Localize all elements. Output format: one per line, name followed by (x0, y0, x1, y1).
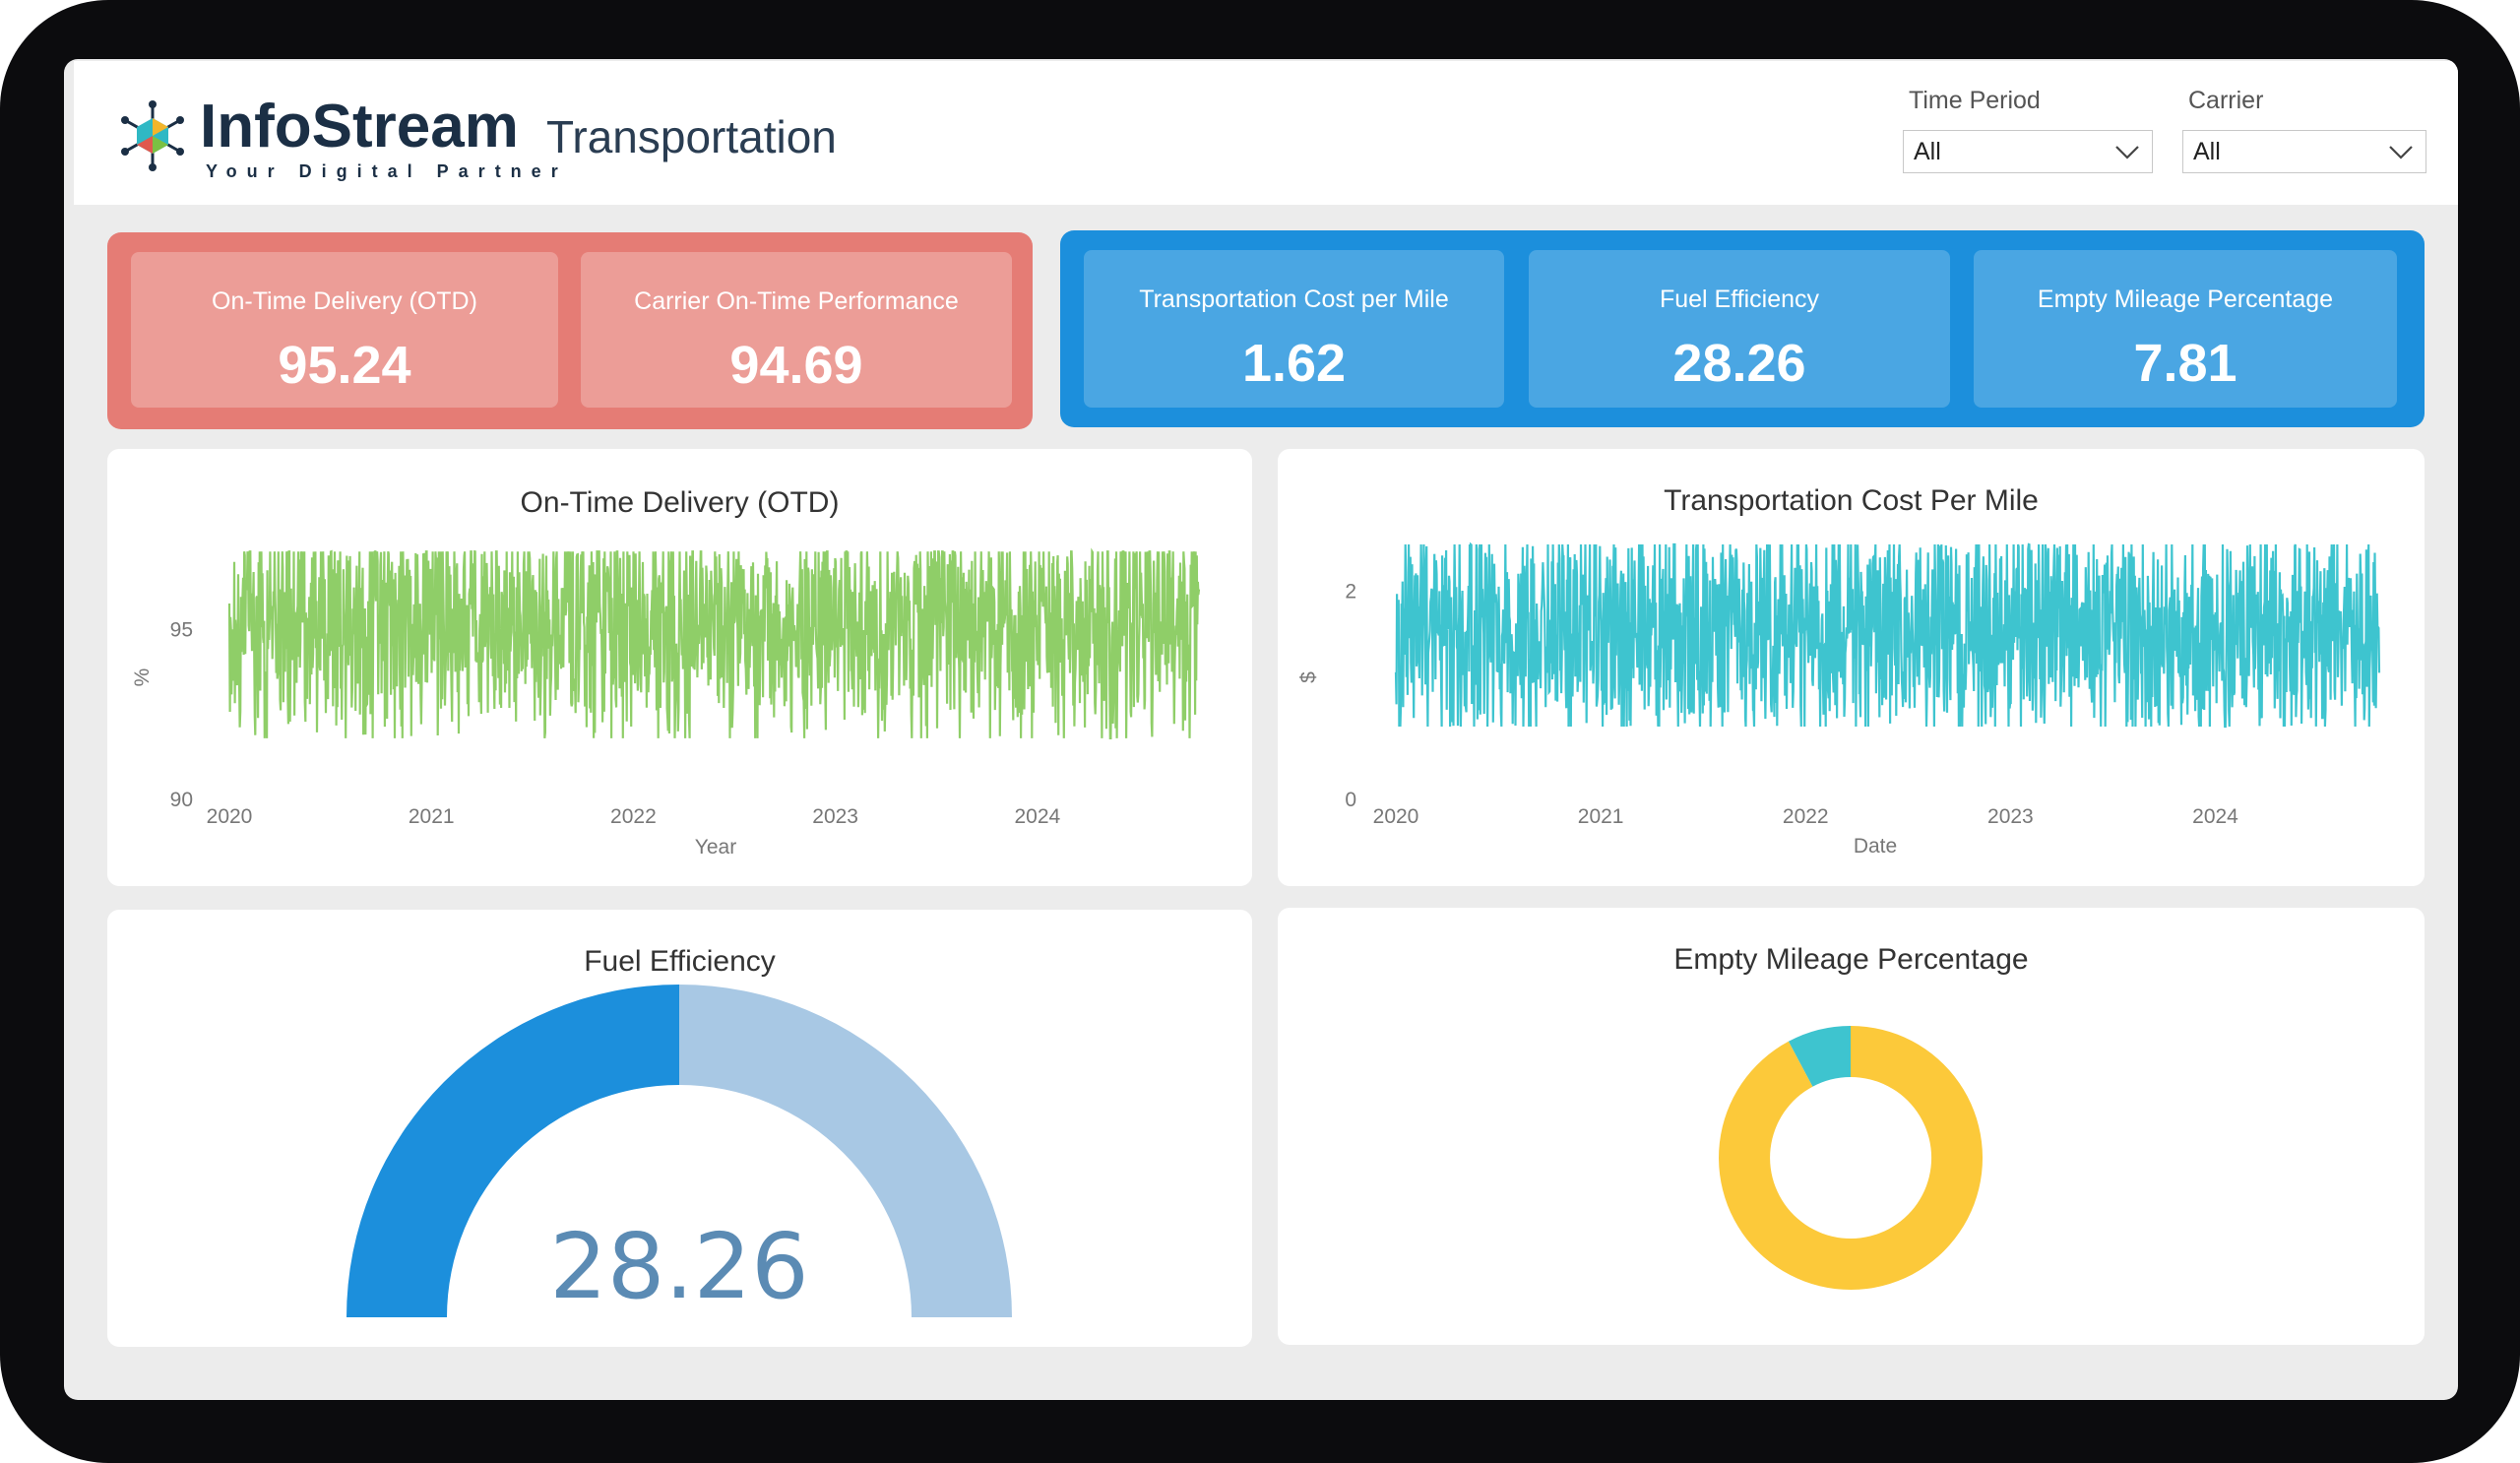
kpi-card-cost-per-mile[interactable]: Transportation Cost per Mile 1.62 (1084, 250, 1504, 408)
kpi-label: Empty Mileage Percentage (2037, 286, 2334, 313)
x-tick-label: 2022 (610, 805, 657, 828)
kpi-value: 95.24 (278, 336, 411, 395)
kpi-label: Transportation Cost per Mile (1139, 286, 1449, 313)
cost-line-chart[interactable]: 2020 2021 2022 2023 2024 0 2 Date $ (1278, 449, 2425, 886)
kpi-value: 1.62 (1241, 334, 1347, 393)
brand-tagline: Your Digital Partner (206, 161, 568, 181)
cost-chart-panel: Transportation Cost Per Mile 2020 2021 202… (1278, 449, 2425, 886)
kpi-group-cost: Transportation Cost per Mile 1.62 Fuel E… (1060, 230, 2425, 427)
x-tick-label: 2020 (1373, 805, 1419, 828)
chart-title: Transportation Cost Per Mile (1664, 484, 2039, 517)
empty-mileage-panel: Empty Mileage Percentage (1278, 908, 2425, 1345)
x-axis-label: Year (695, 836, 736, 859)
kpi-card-fuel-efficiency[interactable]: Fuel Efficiency 28.26 (1529, 250, 1950, 408)
series-line (1394, 541, 2381, 729)
otd-line-chart[interactable]: 2020 2021 2022 2023 2024 90 95 Year% (107, 449, 1252, 886)
otd-chart-panel: On-Time Delivery (OTD) 2020 2021 2022 2023 2… (107, 449, 1252, 886)
donut-slice (1788, 1026, 1851, 1087)
chevron-down-icon (2389, 146, 2413, 159)
chart-title: Fuel Efficiency (584, 945, 776, 978)
carrier-value: All (2193, 138, 2221, 165)
kpi-label: Fuel Efficiency (1659, 286, 1820, 313)
x-tick-label: 2021 (409, 805, 455, 828)
empty-mileage-donut[interactable] (1278, 908, 2425, 1345)
infostream-logo-icon (121, 100, 184, 171)
x-tick-label: 2023 (812, 805, 858, 828)
chart-title: Empty Mileage Percentage (1673, 943, 2029, 976)
chevron-down-icon (2115, 146, 2139, 159)
dashboard-screen: InfoStream Your Digital Partner Transpor… (64, 59, 2458, 1400)
y-tick-label: 95 (170, 619, 193, 642)
kpi-card-empty-mileage[interactable]: Empty Mileage Percentage 7.81 (1974, 250, 2397, 408)
fuel-efficiency-gauge[interactable]: 28.26 (107, 910, 1252, 1347)
gauge-value-arc (346, 985, 679, 1317)
kpi-card-otd[interactable]: On-Time Delivery (OTD) 95.24 (131, 252, 558, 408)
donut-slice (1719, 1026, 1984, 1290)
x-tick-label: 2021 (1578, 805, 1624, 828)
y-axis-label: $ (1297, 671, 1320, 683)
gauge-remaining-arc (679, 985, 1012, 1317)
x-tick-label: 2023 (1987, 805, 2034, 828)
kpi-group-delivery: On-Time Delivery (OTD) 95.24 Carrier On-… (107, 232, 1033, 429)
fuel-gauge-panel: Fuel Efficiency 28.26 (107, 910, 1252, 1347)
time-period-value: All (1914, 138, 1941, 165)
series-line (227, 547, 1201, 739)
chart-title: On-Time Delivery (OTD) (520, 486, 840, 519)
gauge-value-label: 28.26 (549, 1214, 808, 1319)
brand-name: InfoStream (200, 93, 519, 160)
x-axis-label: Date (1854, 835, 1897, 858)
x-tick-label: 2020 (207, 805, 253, 828)
y-tick-label: 2 (1345, 581, 1356, 604)
kpi-value: 94.69 (729, 336, 863, 395)
y-axis-label: % (131, 668, 154, 687)
y-tick-label: 0 (1345, 789, 1356, 811)
x-tick-label: 2024 (2192, 805, 2238, 828)
carrier-select[interactable]: All (2182, 130, 2426, 173)
carrier-label: Carrier (2188, 87, 2264, 114)
kpi-value: 28.26 (1672, 334, 1806, 393)
time-period-label: Time Period (1909, 87, 2041, 114)
x-tick-label: 2024 (1014, 805, 1060, 828)
page-title: Transportation (546, 111, 837, 162)
dashboard-header: InfoStream Your Digital Partner Transpor… (74, 61, 2458, 205)
kpi-label: Carrier On-Time Performance (634, 287, 959, 315)
x-tick-label: 2022 (1783, 805, 1829, 828)
time-period-select[interactable]: All (1903, 130, 2153, 173)
kpi-value: 7.81 (2133, 334, 2237, 393)
y-tick-label: 90 (170, 789, 193, 811)
kpi-card-carrier-otp[interactable]: Carrier On-Time Performance 94.69 (581, 252, 1012, 408)
kpi-label: On-Time Delivery (OTD) (212, 287, 477, 315)
